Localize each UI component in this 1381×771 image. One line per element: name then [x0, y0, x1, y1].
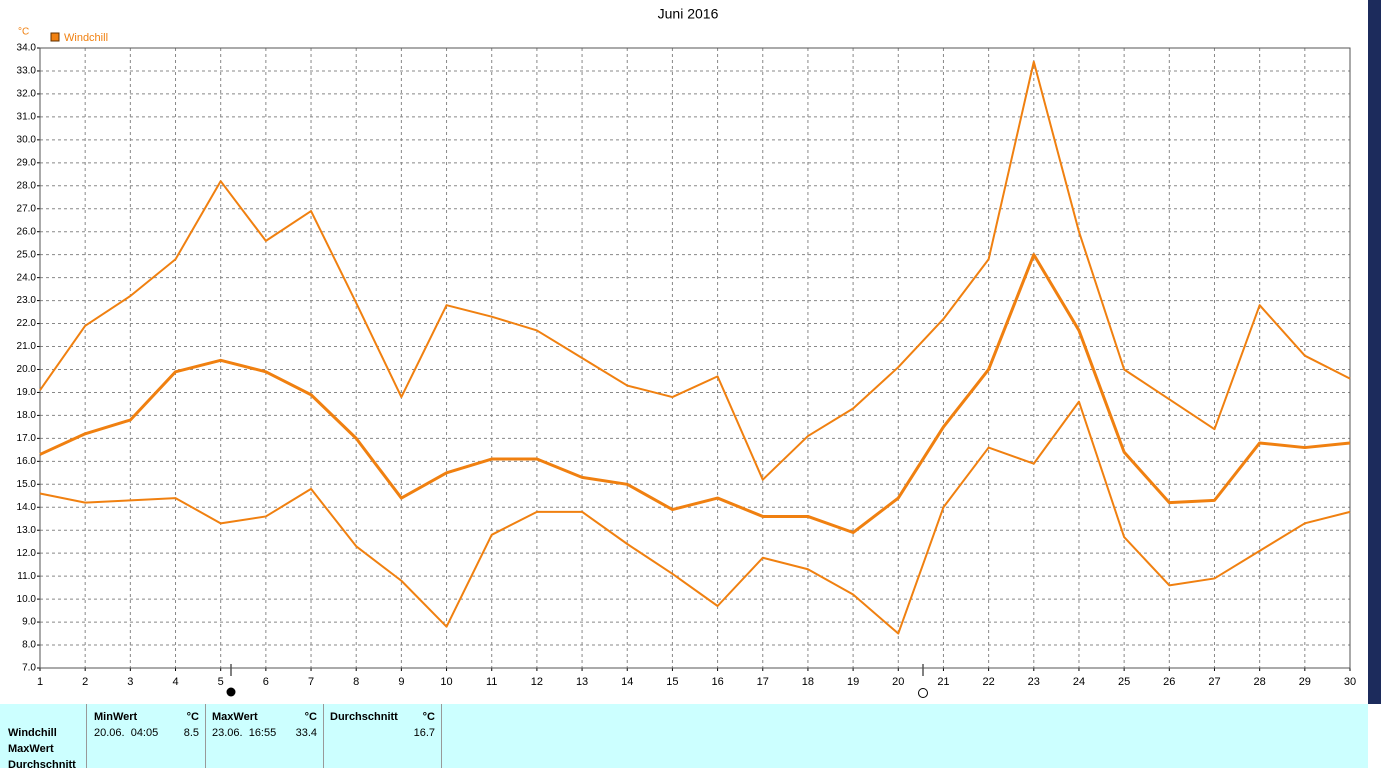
y-tick-label: 18.0: [17, 410, 37, 421]
x-tick-label: 1: [37, 676, 43, 688]
new-moon-icon: [918, 688, 928, 698]
series-line: [39, 253, 1351, 535]
row-label: MaxWert: [8, 743, 54, 755]
full-moon-icon: [226, 687, 236, 697]
stats-column: Durchschnitt °C 16.7: [324, 704, 442, 768]
y-tick-label: 24.0: [17, 272, 37, 283]
x-tick-label: 20: [892, 676, 904, 688]
x-tick-label: 3: [127, 676, 133, 688]
y-tick-label: 30.0: [17, 134, 37, 145]
y-tick-label: 16.0: [17, 456, 37, 467]
chart: Juni 2016 °C Windchill 7.0 8.0 9.0 10.0 11.0…: [17, 0, 1381, 704]
x-tick-label: 4: [172, 676, 178, 688]
stat-time: 23.06. 16:55: [212, 727, 277, 739]
y-tick-label: 31.0: [17, 112, 37, 123]
y-tick-label: 29.0: [17, 157, 37, 168]
y-tick-label: 23.0: [17, 295, 37, 306]
x-tick-label: 24: [1073, 676, 1085, 688]
y-unit: °C: [18, 27, 29, 38]
row-label: Durchschnitt: [8, 759, 76, 771]
x-tick-label: 23: [1028, 676, 1040, 688]
y-tick-label: 15.0: [17, 479, 37, 490]
y-tick-label: 20.0: [17, 364, 37, 375]
stats-panel: Windchill MaxWert Durchschnitt MinWert °…: [0, 704, 1368, 771]
column-header: Durchschnitt: [330, 711, 398, 723]
x-tick-label: 18: [802, 676, 814, 688]
y-tick-label: 25.0: [17, 249, 37, 260]
x-tick-label: 12: [531, 676, 543, 688]
stat-value: 8.5: [183, 727, 199, 739]
x-tick-label: 13: [576, 676, 588, 688]
column-unit: °C: [186, 711, 199, 723]
y-tick-label: 14.0: [17, 502, 37, 513]
stats-column: MinWert °C 20.06. 04:05 8.5: [87, 704, 206, 768]
y-tick-label: 21.0: [17, 341, 37, 352]
y-tick-label: 33.0: [17, 66, 37, 77]
series-line: [39, 60, 1351, 481]
x-tick-label: 11: [486, 676, 497, 688]
stat-value: 16.7: [413, 727, 435, 739]
y-tick-label: 19.0: [17, 387, 37, 398]
legend-swatch: [50, 32, 60, 42]
y-tick-label: 12.0: [17, 548, 37, 559]
x-tick-label: 25: [1118, 676, 1130, 688]
y-tick-label: 28.0: [17, 180, 37, 191]
y-tick-label: 34.0: [17, 43, 37, 54]
y-tick-label: 7.0: [22, 663, 36, 674]
x-tick-label: 21: [937, 676, 949, 688]
legend-label: Windchill: [64, 32, 108, 44]
column-header: MaxWert: [212, 711, 258, 723]
x-tick-label: 14: [621, 676, 633, 688]
x-tick-label: 9: [398, 676, 404, 688]
x-tick-label: 7: [308, 676, 314, 688]
x-tick-label: 17: [757, 676, 769, 688]
y-tick-label: 26.0: [17, 226, 37, 237]
y-tick-label: 13.0: [17, 525, 37, 536]
x-tick-label: 5: [218, 676, 224, 688]
column-unit: °C: [422, 711, 435, 723]
x-tick-label: 6: [263, 676, 269, 688]
stat-time: 20.06. 04:05: [94, 727, 159, 739]
x-tick-label: 19: [847, 676, 859, 688]
window-edge: [1368, 0, 1381, 704]
x-tick-label: 8: [353, 676, 359, 688]
x-tick-label: 27: [1208, 676, 1220, 688]
y-tick-label: 11.0: [17, 571, 36, 582]
chart-title: Juni 2016: [658, 6, 719, 22]
column-unit: °C: [304, 711, 317, 723]
y-tick-label: 17.0: [17, 433, 37, 444]
y-tick-label: 9.0: [22, 617, 36, 628]
row-label: Windchill: [8, 727, 57, 739]
x-tick-label: 22: [982, 676, 994, 688]
x-tick-label: 16: [711, 676, 723, 688]
x-tick-label: 2: [82, 676, 88, 688]
x-tick-label: 29: [1299, 676, 1311, 688]
y-tick-label: 8.0: [22, 640, 36, 651]
y-tick-label: 32.0: [17, 89, 37, 100]
series-line: [39, 400, 1351, 635]
x-tick-label: 28: [1254, 676, 1266, 688]
plot-border: [39, 47, 1351, 669]
y-tick-label: 10.0: [17, 594, 37, 605]
x-tick-label: 15: [666, 676, 678, 688]
row-labels: Windchill MaxWert Durchschnitt: [0, 704, 87, 771]
x-tick-label: 10: [440, 676, 452, 688]
stat-value: 33.4: [295, 727, 317, 739]
x-tick-label: 26: [1163, 676, 1175, 688]
column-header: MinWert: [94, 711, 138, 723]
x-tick-label: 30: [1344, 676, 1356, 688]
stats-column: MaxWert °C 23.06. 16:55 33.4: [206, 704, 324, 768]
y-tick-label: 22.0: [17, 318, 37, 329]
y-tick-label: 27.0: [17, 203, 37, 214]
